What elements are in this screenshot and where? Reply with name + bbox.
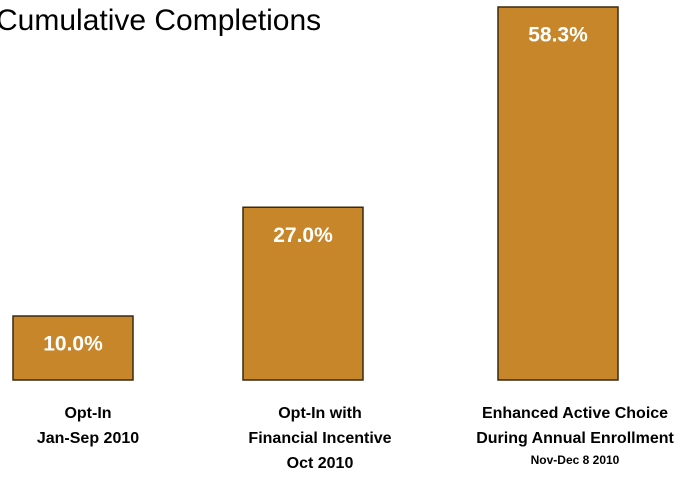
category-label: During Annual Enrollment [476, 430, 674, 447]
category-label: Oct 2010 [287, 455, 354, 472]
value-label: 58.3% [528, 24, 588, 47]
category-label: Nov-Dec 8 2010 [531, 453, 620, 467]
bar [12, 315, 134, 381]
category-label: Financial Incentive [248, 430, 391, 447]
category-label: Enhanced Active Choice [482, 405, 668, 422]
value-label: 10.0% [43, 333, 103, 356]
chart-title: Cumulative Completions [0, 4, 321, 37]
value-label: 27.0% [273, 224, 333, 247]
bar [242, 206, 364, 381]
category-label: Opt-In with [278, 405, 362, 422]
category-label: Jan-Sep 2010 [37, 430, 139, 447]
category-label: Opt-In [64, 405, 111, 422]
bar [497, 6, 619, 381]
